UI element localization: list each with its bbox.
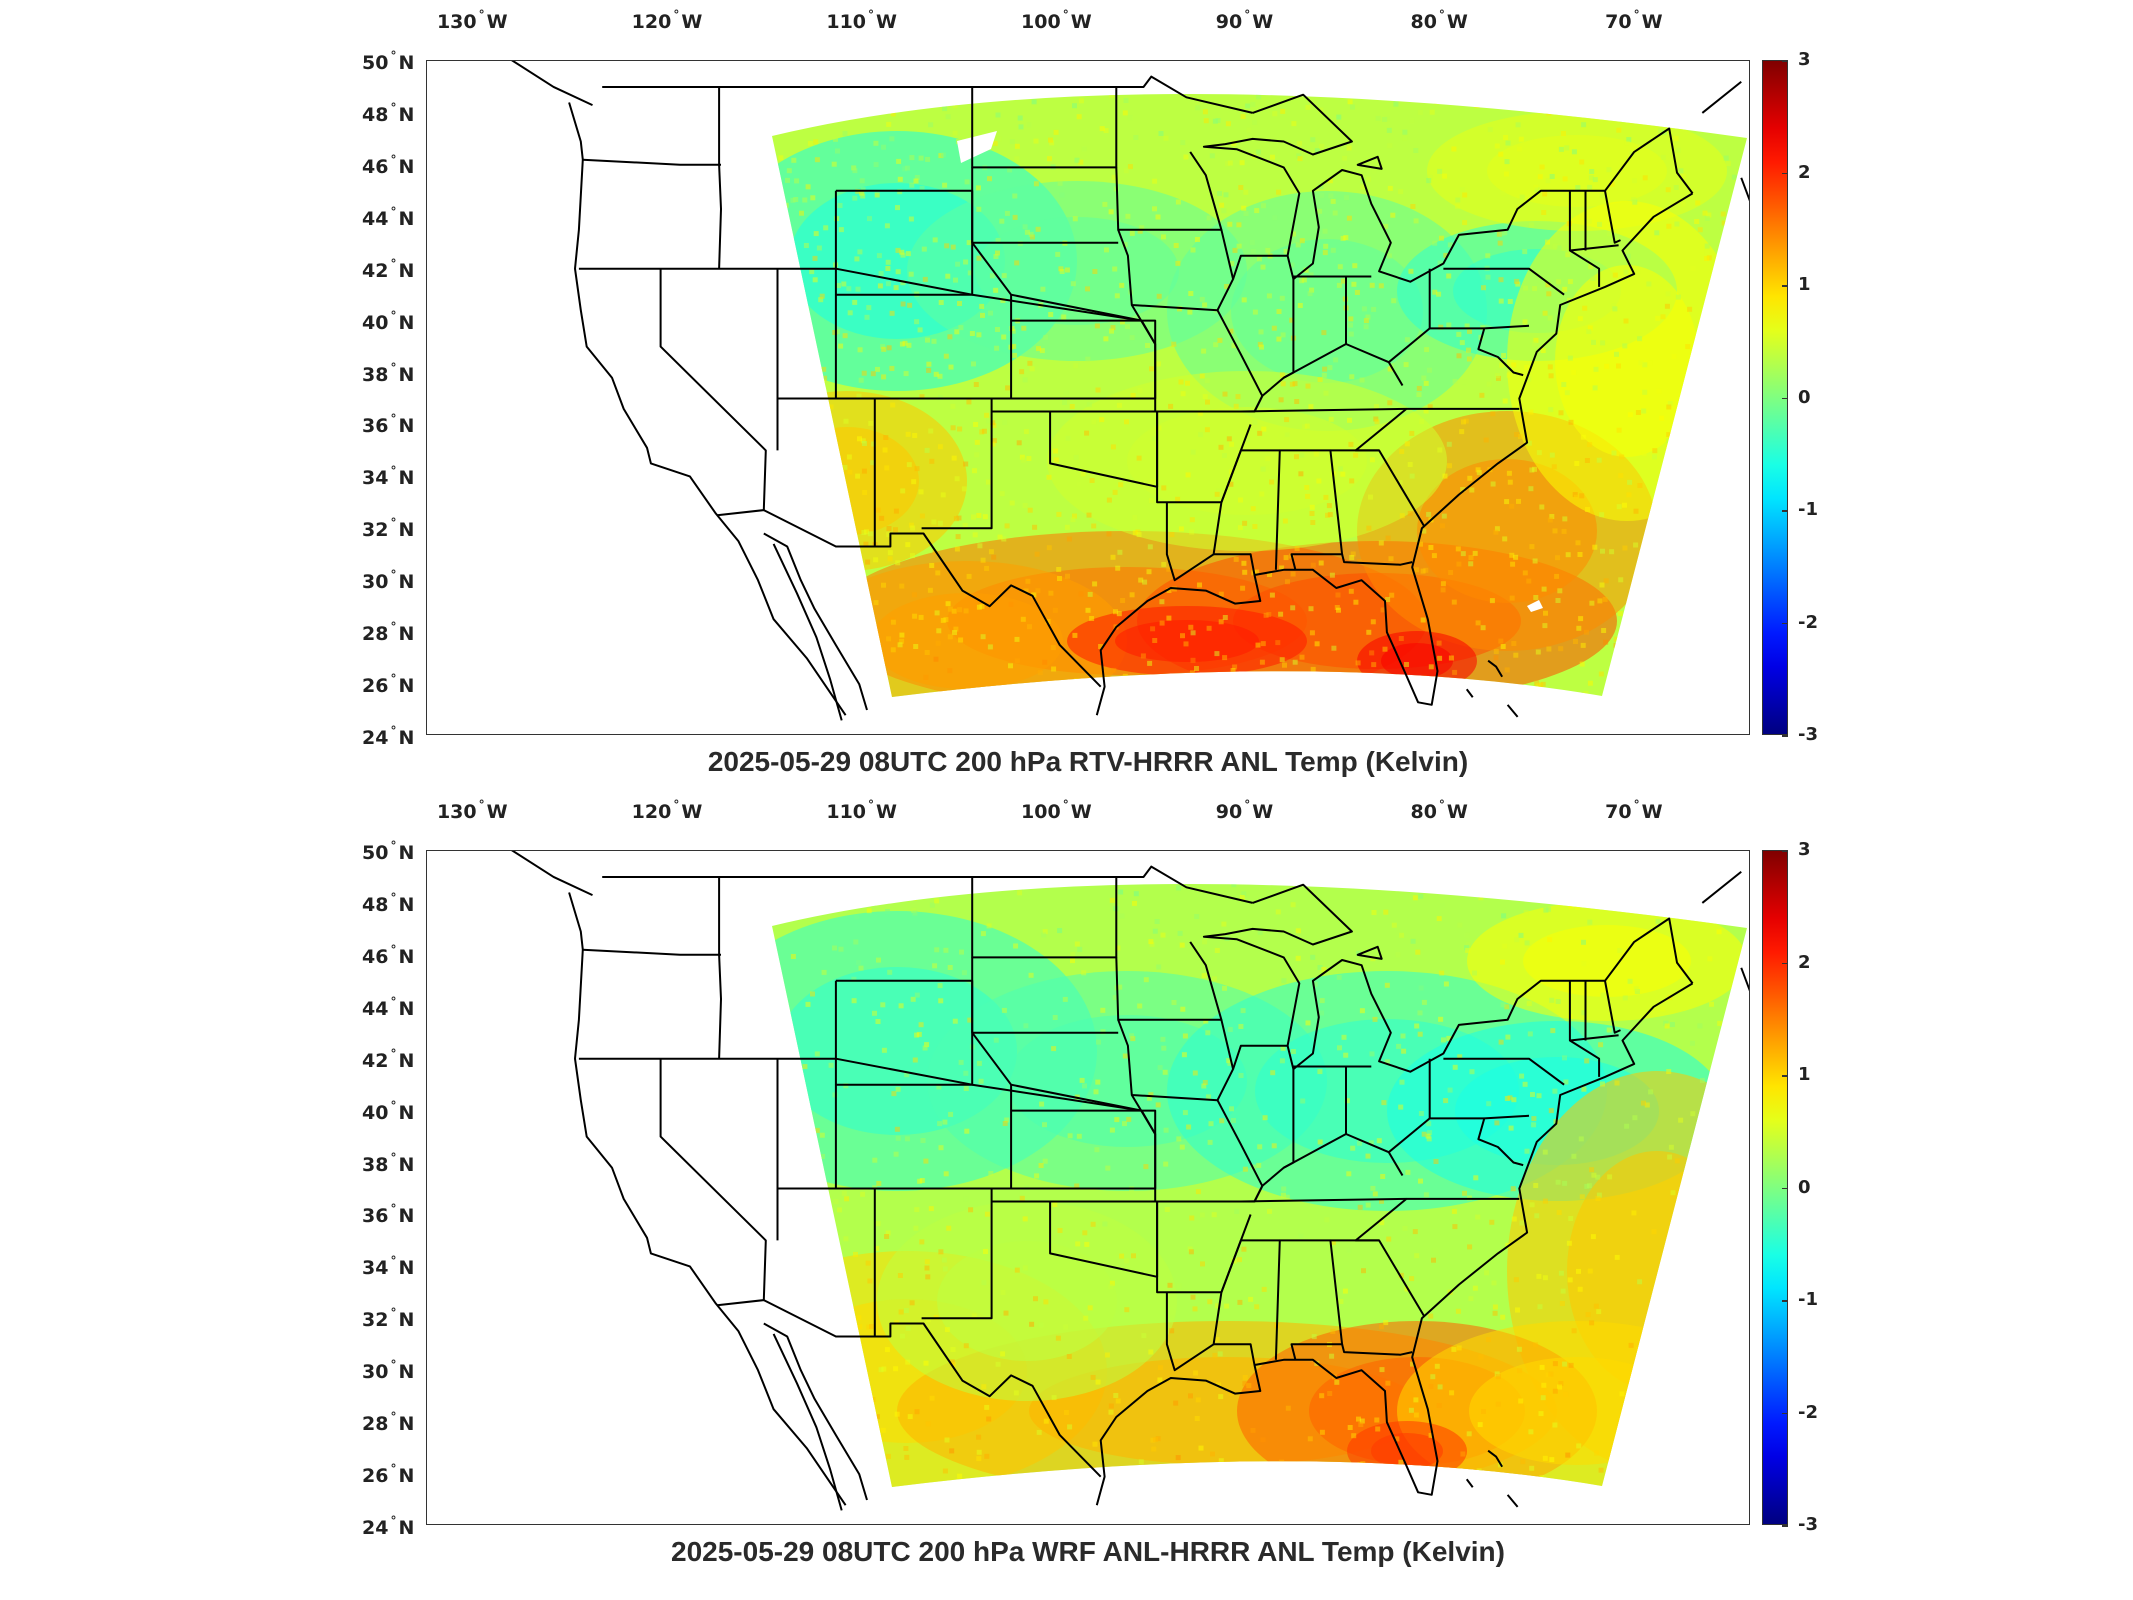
colorbar-tick-label: 0 [1798, 1176, 1811, 1198]
colorbar-tick-label: -1 [1798, 1289, 1818, 1310]
latitude-tick-label: 38 ° N [362, 1150, 415, 1176]
colorbar-tick-label: 2 [1798, 951, 1811, 973]
colorbar-tick-label: 3 [1798, 839, 1811, 860]
map-panel-top: 130 ° W 120 ° W 110 ° W 100 ° W 90 ° W 80 ° W 70 ° W 50 ° N 48 °… [362, 8, 1818, 777]
state-borders [511, 61, 1749, 721]
colorbar-tick-label: -3 [1798, 1514, 1818, 1535]
latitude-tick-label: 26 ° N [362, 672, 415, 698]
latitude-tick-label: 24 ° N [362, 724, 415, 749]
colorbar-tick-mark [1782, 1300, 1788, 1302]
longitude-tick-label: 110 ° W [826, 798, 897, 823]
state-borders [511, 851, 1749, 1511]
latitude-tick-label: 40 ° N [362, 308, 415, 334]
latitude-tick-label: 44 ° N [362, 204, 415, 230]
colorbar-tick-mark [1782, 1525, 1788, 1527]
map-panel-bottom: 130 ° W 120 ° W 110 ° W 100 ° W 90 ° W 80 ° W 70 ° W 50 ° N 48 °… [0, 790, 2133, 1600]
latitude-tick-label: 42 ° N [362, 256, 415, 282]
longitude-tick-label: 80 ° W [1410, 798, 1468, 823]
map-frame [426, 60, 1750, 735]
longitude-tick-label: 130 ° W [436, 8, 508, 33]
colorbar-tick-mark [1782, 285, 1788, 287]
latitude-tick-label: 46 ° N [362, 152, 415, 178]
colorbar-tick-mark [1782, 60, 1788, 62]
latitude-tick-label: 48 ° N [362, 100, 415, 126]
colorbar-tick-label: 1 [1798, 1064, 1811, 1085]
latitude-tick-label: 28 ° N [362, 620, 415, 646]
colorbar-tick-mark [1782, 172, 1788, 174]
latitude-tick-label: 30 ° N [362, 1358, 415, 1384]
latitude-tick-label: 24 ° N [362, 1514, 415, 1539]
latitude-tick-label: 48 ° N [362, 890, 415, 916]
latitude-tick-label: 44 ° N [362, 994, 415, 1020]
longitude-tick-label: 80 ° W [1410, 8, 1468, 33]
longitude-tick-label: 110 ° W [826, 8, 897, 33]
colorbar-tick-mark [1782, 622, 1788, 624]
longitude-tick-label: 120 ° W [631, 8, 703, 33]
longitude-tick-label: 90 ° W [1215, 8, 1274, 33]
latitude-tick-label: 26 ° N [362, 1462, 415, 1488]
colorbar-tick-label: 0 [1798, 386, 1811, 408]
longitude-tick-label: 100 ° W [1021, 8, 1092, 33]
longitude-tick-label: 120 ° W [631, 798, 703, 823]
colorbar-tick-mark [1782, 735, 1788, 737]
longitude-tick-label: 70 ° W [1605, 798, 1663, 823]
latitude-tick-label: 38 ° N [362, 360, 415, 386]
latitude-tick-label: 40 ° N [362, 1098, 415, 1124]
colorbar-tick-mark [1782, 397, 1788, 399]
colorbar-tick-label: -2 [1798, 611, 1818, 633]
colorbar-tick-mark [1782, 1075, 1788, 1077]
latitude-tick-label: 34 ° N [362, 1254, 415, 1280]
latitude-tick-label: 36 ° N [362, 1202, 415, 1228]
colorbar-tick-label: -3 [1798, 724, 1818, 745]
colorbar-tick-label: 3 [1798, 49, 1811, 70]
temperature-difference-map [511, 61, 1749, 721]
longitude-tick-label: 90 ° W [1215, 798, 1274, 823]
temperature-difference-map [511, 851, 1749, 1511]
longitude-tick-label: 70 ° W [1605, 8, 1663, 33]
colorbar-tick-label: 2 [1798, 161, 1811, 183]
colorbar-tick-label: 1 [1798, 274, 1811, 295]
latitude-tick-label: 32 ° N [362, 516, 415, 542]
latitude-tick-label: 36 ° N [362, 412, 415, 438]
colorbar-tick-mark [1782, 962, 1788, 964]
map-frame [426, 850, 1750, 1525]
longitude-tick-label: 100 ° W [1021, 798, 1092, 823]
latitude-tick-label: 34 ° N [362, 464, 415, 490]
latitude-tick-label: 30 ° N [362, 568, 415, 594]
colorbar-tick-label: -1 [1798, 499, 1818, 520]
latitude-tick-label: 32 ° N [362, 1306, 415, 1332]
map-caption: 2025-05-29 08UTC 200 hPa RTV-HRRR ANL Te… [707, 746, 1469, 777]
colorbar-tick-mark [1782, 510, 1788, 512]
latitude-tick-label: 46 ° N [362, 942, 415, 968]
latitude-tick-label: 50 ° N [362, 839, 415, 864]
latitude-tick-label: 42 ° N [362, 1046, 415, 1072]
colorbar-tick-mark [1782, 1187, 1788, 1189]
colorbar-tick-mark [1782, 1412, 1788, 1414]
map-caption: 2025-05-29 08UTC 200 hPa WRF ANL-HRRR AN… [671, 1536, 1505, 1567]
colorbar-tick-mark [1782, 850, 1788, 852]
longitude-tick-label: 130 ° W [436, 798, 508, 823]
latitude-tick-label: 28 ° N [362, 1410, 415, 1436]
latitude-tick-label: 50 ° N [362, 49, 415, 74]
colorbar-tick-label: -2 [1798, 1401, 1818, 1423]
